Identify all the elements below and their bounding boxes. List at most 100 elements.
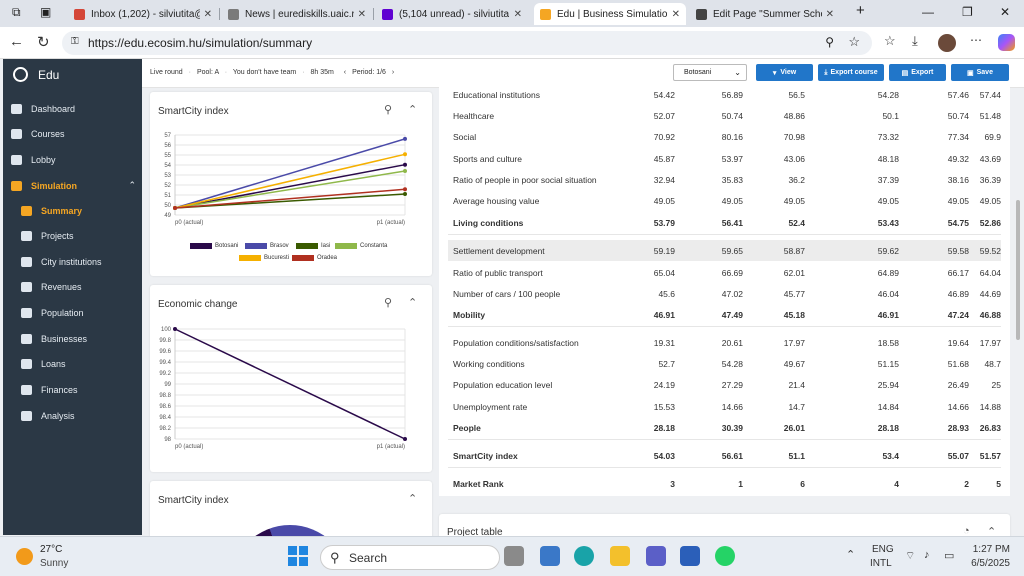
tab-label: News | eurediskills.uaic.ro — [245, 8, 354, 20]
restore-icon[interactable]: ❐ — [962, 5, 973, 19]
legend-item[interactable]: Botosani — [190, 243, 238, 249]
site-info-icon[interactable]: ⚿ — [71, 36, 79, 47]
sidebar-item-projects[interactable]: Projects — [21, 231, 146, 241]
clock-time[interactable]: 1:27 PM — [972, 544, 1010, 555]
legend-item[interactable]: Iasi — [296, 243, 330, 249]
cell-value: 15.53 — [653, 401, 675, 412]
cell-value: 1 — [738, 478, 743, 489]
file-explorer-icon[interactable] — [610, 546, 630, 566]
taskbar-search-input[interactable]: ⚲ Search — [320, 545, 500, 570]
zoom-chart-icon[interactable]: ⚲ — [384, 297, 393, 309]
cell-value: 36.39 — [979, 174, 1001, 185]
workspaces-icon[interactable]: ⧉ — [12, 5, 21, 19]
pie-chart-icon[interactable]: ◔ — [963, 525, 970, 537]
wifi-icon[interactable]: ⌔ — [905, 550, 916, 562]
close-tab-icon[interactable]: ✕ — [357, 8, 366, 20]
prev-period-icon[interactable]: ‹ — [343, 69, 347, 76]
table-row: Healthcare 52.07 50.74 48.86 50.1 50.74 51.48 — [448, 105, 1001, 126]
profile-avatar[interactable] — [938, 34, 956, 52]
zoom-icon[interactable]: ⚲ — [825, 35, 834, 49]
tray-chevron-icon[interactable]: ⌃ — [846, 549, 856, 561]
close-tab-icon[interactable]: ✕ — [671, 8, 680, 20]
next-period-icon[interactable]: › — [391, 69, 395, 76]
close-tab-icon[interactable]: ✕ — [203, 8, 212, 20]
sidebar-item-summary[interactable]: Summary — [21, 206, 146, 216]
windows-start-icon[interactable] — [288, 546, 308, 566]
browser-tab-1[interactable]: Inbox (1,202) - silviutita@ ✕ — [68, 3, 218, 25]
volume-muted-icon[interactable]: ♪ — [924, 549, 930, 561]
cell-value: 19.31 — [653, 337, 675, 348]
legend-item[interactable]: Brasov — [245, 243, 289, 249]
close-window-icon[interactable]: ✕ — [1000, 5, 1011, 19]
export-course-button[interactable]: ⤓ Export course — [818, 64, 884, 81]
sidebar-item-courses[interactable]: Courses — [11, 129, 136, 139]
collapse-chevron-icon[interactable]: ⌃ — [408, 104, 418, 116]
back-icon[interactable]: ← — [9, 33, 24, 50]
weather-sun-icon[interactable] — [16, 548, 33, 565]
collapse-chevron-icon[interactable]: ⌃ — [408, 297, 418, 309]
legend-item[interactable]: Oradea — [292, 255, 337, 261]
tab-actions-icon[interactable]: ▣ — [40, 5, 52, 19]
reload-icon[interactable]: ↻ — [37, 34, 50, 51]
browser-tab-4[interactable]: Edu | Business Simulation ✕ — [534, 3, 686, 25]
sidebar-item-finances[interactable]: Finances — [21, 385, 146, 395]
row-label: Average housing value — [453, 195, 540, 206]
view-button[interactable]: ▾ View — [756, 64, 813, 81]
browser-tab-2[interactable]: News | eurediskills.uaic.ro ✕ — [222, 3, 372, 25]
sidebar-item-businesses[interactable]: Businesses — [21, 334, 146, 344]
export-button[interactable]: ▤ Export — [889, 64, 946, 81]
tab-label: Inbox (1,202) - silviutita@ — [91, 8, 200, 20]
browser-tab-5[interactable]: Edit Page "Summer Schoo ✕ — [690, 3, 840, 25]
task-view-icon[interactable] — [504, 546, 524, 566]
lang-layout-label[interactable]: INTL — [870, 558, 892, 569]
legend-item[interactable]: Bucuresti — [239, 255, 289, 261]
cell-value: 20.61 — [721, 337, 743, 348]
close-tab-icon[interactable]: ✕ — [513, 8, 522, 20]
whatsapp-icon[interactable] — [715, 546, 735, 566]
collapse-chevron-icon[interactable]: ⌃ — [987, 526, 997, 538]
browser-tab-3[interactable]: (5,104 unread) - silviutita ✕ — [376, 3, 528, 25]
url-input[interactable]: ⚿ https://edu.ecosim.hu/simulation/summa… — [62, 31, 872, 55]
more-options-icon[interactable]: ⋯ — [970, 33, 982, 47]
y-tick-label: 50 — [164, 203, 171, 209]
cell-value: 48.18 — [877, 153, 899, 164]
cell-value: 53.4 — [882, 450, 899, 461]
sidebar-item-loans[interactable]: Loans — [21, 359, 146, 369]
downloads-icon[interactable]: ⤓ — [912, 33, 918, 48]
new-tab-icon[interactable]: + — [856, 2, 865, 19]
legend-item[interactable]: Constanta — [335, 243, 387, 249]
save-button[interactable]: ▣ Save — [951, 64, 1009, 81]
battery-icon[interactable]: ▭ — [944, 550, 955, 562]
close-tab-icon[interactable]: ✕ — [825, 8, 834, 20]
favorite-star-icon[interactable]: ☆ — [848, 34, 860, 49]
chevron-up-icon[interactable]: ⌃ — [128, 180, 136, 190]
favorites-icon[interactable]: ☆ — [884, 33, 896, 48]
copilot-icon[interactable] — [998, 34, 1015, 51]
zoom-chart-icon[interactable]: ⚲ — [384, 104, 393, 116]
table-row: Unemployment rate 15.53 14.66 14.7 14.84 14.6… — [448, 396, 1001, 417]
clock-date[interactable]: 6/5/2025 — [971, 558, 1010, 569]
city-select[interactable]: Botosani ⌄ — [673, 64, 747, 81]
sidebar-item-analysis[interactable]: Analysis — [21, 411, 146, 421]
edge-icon[interactable] — [574, 546, 594, 566]
weather-temp[interactable]: 27°C — [40, 544, 63, 555]
sidebar-item-revenues[interactable]: Revenues — [21, 282, 146, 292]
cell-value: 56.5 — [788, 89, 805, 100]
minimize-icon[interactable]: — — [922, 5, 934, 19]
scrollbar-thumb[interactable] — [1016, 200, 1020, 340]
sidebar-item-simulation[interactable]: Simulation ⌃ — [11, 180, 136, 191]
cell-value: 53.97 — [721, 153, 743, 164]
save-app-icon[interactable] — [540, 546, 560, 566]
weather-desc[interactable]: Sunny — [40, 558, 69, 569]
word-icon[interactable] — [680, 546, 700, 566]
sidebar-item-dashboard[interactable]: Dashboard — [11, 104, 136, 114]
sidebar-item-lobby[interactable]: Lobby — [11, 155, 136, 165]
brand[interactable]: Edu — [13, 67, 59, 82]
teams-icon[interactable] — [646, 546, 666, 566]
tab-label: (5,104 unread) - silviutita — [399, 8, 510, 20]
lang-label[interactable]: ENG — [872, 544, 894, 555]
sidebar-item-population[interactable]: Population — [21, 308, 146, 318]
collapse-chevron-icon[interactable]: ⌃ — [408, 493, 418, 505]
sidebar-item-city-institutions[interactable]: City institutions — [21, 257, 146, 267]
y-tick-label: 57 — [164, 133, 171, 139]
